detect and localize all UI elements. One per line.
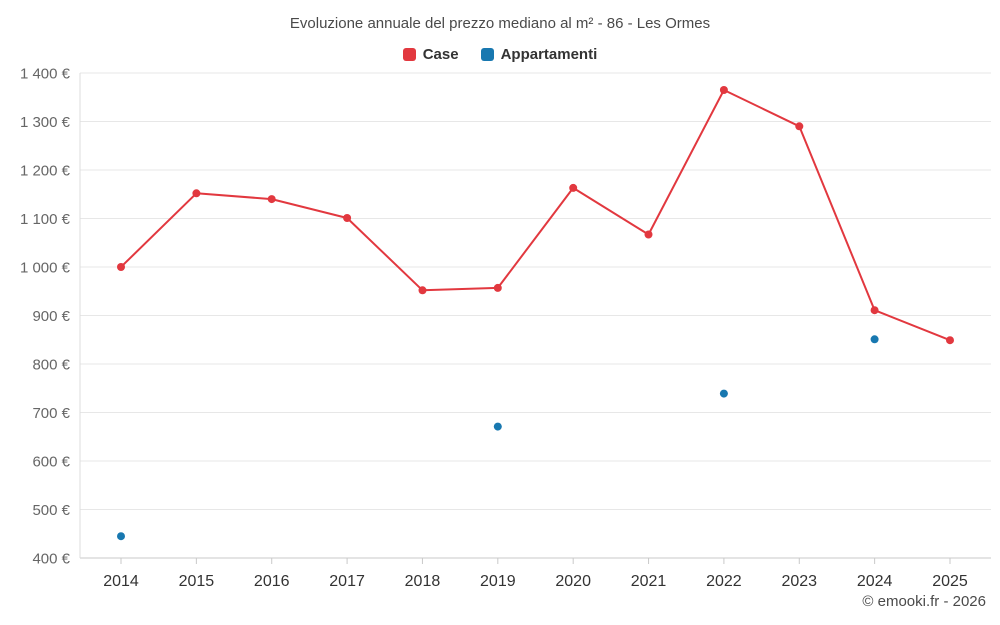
legend-item-appartamenti[interactable]: Appartamenti — [480, 46, 598, 63]
appartamenti-point — [870, 335, 879, 344]
case-point — [946, 336, 954, 345]
y-axis-tick-label: 600 € — [32, 453, 70, 470]
y-axis-tick-label: 1 000 € — [20, 259, 71, 276]
case-point — [117, 263, 125, 271]
case-point — [644, 230, 653, 239]
y-axis-tick-label: 900 € — [32, 308, 70, 325]
y-axis-tick-label: 700 € — [32, 405, 70, 422]
legend-label-appartamenti: Appartamenti — [500, 46, 598, 63]
appartamenti-point — [117, 532, 125, 541]
x-axis-tick-label: 2022 — [706, 573, 742, 590]
x-axis-tick-label: 2020 — [555, 573, 591, 590]
legend-item-case[interactable]: Case — [402, 46, 459, 63]
case-point — [343, 214, 352, 222]
case-point — [192, 189, 201, 198]
case-point — [418, 286, 427, 295]
x-axis-tick-label: 2014 — [103, 573, 139, 590]
case-legend-marker-icon — [402, 48, 416, 61]
chart-title: Evoluzione annuale del prezzo mediano al… — [289, 15, 711, 32]
y-axis-tick-label: 1 300 € — [20, 114, 71, 131]
chart-legend: Case Appartamenti — [0, 46, 1000, 63]
x-axis-tick-label: 2025 — [932, 573, 968, 590]
y-axis-tick-label: 400 € — [32, 550, 70, 567]
case-line — [120, 89, 951, 342]
legend-label-case: Case — [422, 46, 459, 63]
x-axis-tick-label: 2016 — [254, 573, 290, 590]
case-point — [267, 195, 276, 204]
attribution-text: © emooki.fr - 2026 — [862, 593, 986, 610]
case-point — [870, 306, 879, 315]
y-axis-tick-label: 1 400 € — [20, 65, 71, 82]
y-axis-tick-label: 800 € — [32, 356, 70, 373]
x-axis-tick-label: 2018 — [405, 573, 441, 590]
x-axis-tick-label: 2019 — [480, 573, 516, 590]
case-point — [493, 283, 502, 292]
x-axis-tick-label: 2017 — [329, 573, 365, 590]
case-point — [795, 122, 804, 131]
x-axis-tick-label: 2024 — [857, 573, 893, 590]
y-axis-tick-label: 1 200 € — [20, 162, 71, 179]
case-point — [569, 183, 578, 192]
case-point — [719, 86, 728, 94]
y-axis-tick-label: 500 € — [32, 502, 70, 519]
x-axis-tick-label: 2021 — [631, 573, 667, 590]
appartamenti-point — [493, 422, 502, 431]
appartamenti-legend-marker-icon — [480, 48, 494, 61]
x-axis-tick-label: 2015 — [179, 573, 215, 590]
x-axis-tick-label: 2023 — [781, 573, 817, 590]
y-axis-tick-label: 1 100 € — [20, 211, 71, 228]
appartamenti-point — [719, 389, 728, 398]
